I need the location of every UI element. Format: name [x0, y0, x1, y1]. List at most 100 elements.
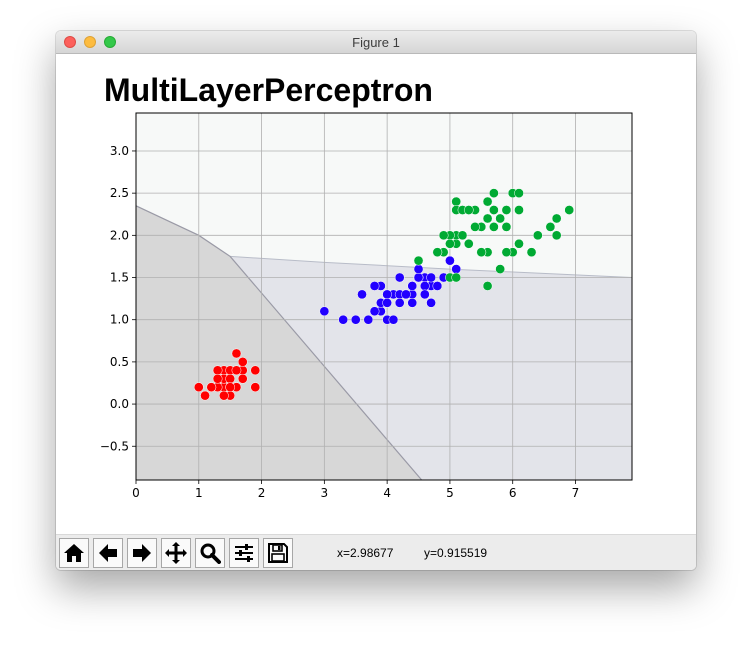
data-point — [419, 281, 430, 291]
data-point — [482, 281, 493, 291]
data-point — [514, 205, 524, 215]
data-point — [551, 213, 562, 224]
data-point — [532, 230, 543, 241]
data-point — [564, 205, 575, 215]
forward-icon — [133, 544, 151, 562]
navigation-toolbar: x=2.98677 y=0.915519 — [56, 534, 696, 570]
data-point — [426, 272, 436, 283]
data-point — [470, 222, 480, 232]
data-point — [394, 272, 405, 283]
y-tick-label: −0.5 — [100, 439, 129, 453]
data-point — [363, 314, 374, 325]
configure-subplots-icon — [235, 544, 253, 562]
data-point — [432, 247, 443, 258]
data-point — [495, 264, 506, 274]
data-point — [225, 373, 236, 384]
data-point — [551, 230, 562, 241]
x-tick-label: 3 — [321, 486, 329, 500]
data-point — [419, 289, 430, 300]
data-point — [482, 196, 493, 207]
y-tick-label: 3.0 — [110, 144, 129, 158]
data-point — [413, 255, 424, 266]
scatter-plot[interactable]: MultiLayerPerceptron 0 1 2 3 4 5 6 7 −0.5 0.0 0.5… — [56, 54, 696, 534]
data-point — [212, 365, 223, 376]
boundary-setosa — [135, 205, 423, 481]
data-point — [231, 348, 242, 359]
data-point — [193, 382, 204, 393]
forward-button[interactable] — [127, 538, 157, 568]
data-point — [231, 365, 242, 376]
data-point — [489, 222, 499, 232]
data-point — [451, 272, 462, 283]
data-point — [501, 222, 512, 232]
data-point — [382, 289, 392, 300]
save-icon — [268, 543, 288, 563]
back-button[interactable] — [93, 538, 123, 568]
x-tick-label: 7 — [572, 486, 580, 500]
data-point — [445, 255, 455, 266]
data-point — [489, 205, 499, 215]
close-window-button[interactable] — [64, 36, 76, 48]
data-point — [489, 188, 499, 198]
data-point — [319, 306, 330, 317]
figure-title: MultiLayerPerceptron — [104, 72, 433, 108]
axes-frame — [135, 112, 633, 481]
data-point — [357, 289, 367, 300]
title-bar[interactable]: Figure 1 — [56, 31, 696, 54]
y-coordinate-readout: y=0.915519 — [424, 546, 488, 560]
home-icon — [64, 544, 84, 562]
zoom-button[interactable] — [195, 538, 225, 568]
data-point — [457, 230, 468, 241]
x-axis-ticks: 0 1 2 3 4 5 6 7 — [132, 480, 579, 500]
y-tick-label: 1.5 — [110, 271, 129, 285]
data-point — [482, 213, 493, 224]
data-point — [476, 247, 487, 258]
x-tick-label: 1 — [195, 486, 203, 500]
data-points — [193, 188, 575, 401]
data-point — [382, 297, 392, 308]
zoom-icon — [200, 543, 221, 564]
data-point — [463, 205, 474, 215]
data-point — [350, 314, 361, 325]
x-tick-label: 2 — [258, 486, 266, 500]
data-point — [495, 213, 506, 224]
data-point — [212, 373, 223, 384]
data-point — [394, 297, 405, 308]
data-point — [514, 238, 524, 249]
data-point — [388, 314, 399, 325]
data-point — [426, 297, 436, 308]
configure-subplots-button[interactable] — [229, 538, 259, 568]
maximize-window-button[interactable] — [104, 36, 116, 48]
back-icon — [99, 544, 117, 562]
data-point — [219, 390, 229, 401]
figure-canvas[interactable]: MultiLayerPerceptron 0 1 2 3 4 5 6 7 −0.5 0.0 0.5… — [56, 54, 696, 534]
save-button[interactable] — [263, 538, 293, 568]
data-point — [463, 238, 474, 249]
pan-button[interactable] — [161, 538, 191, 568]
x-tick-label: 6 — [509, 486, 517, 500]
decision-regions — [135, 113, 633, 481]
x-coordinate-readout: x=2.98677 — [337, 546, 394, 560]
y-tick-label: 2.5 — [110, 186, 129, 200]
x-tick-label: 4 — [383, 486, 391, 500]
data-point — [237, 357, 248, 367]
minimize-window-button[interactable] — [84, 36, 96, 48]
data-point — [369, 281, 380, 291]
x-tick-label: 5 — [446, 486, 454, 500]
figure-window: Figure 1 MultiLayerPerceptron 0 1 2 3 4 5 6 7 −… — [56, 31, 696, 570]
y-tick-label: 0.5 — [110, 355, 129, 369]
y-tick-label: 0.0 — [110, 397, 129, 411]
data-point — [206, 382, 217, 393]
y-axis-ticks: −0.5 0.0 0.5 1.0 1.5 2.0 2.5 3.0 — [100, 144, 136, 453]
data-point — [438, 230, 449, 241]
data-point — [250, 382, 261, 393]
y-tick-label: 2.0 — [110, 228, 129, 242]
data-point — [526, 247, 537, 258]
data-point — [338, 314, 349, 325]
data-point — [501, 205, 512, 215]
data-point — [225, 382, 236, 393]
data-point — [432, 281, 443, 291]
home-button[interactable] — [59, 538, 89, 568]
data-point — [451, 264, 462, 274]
x-tick-label: 0 — [132, 486, 140, 500]
